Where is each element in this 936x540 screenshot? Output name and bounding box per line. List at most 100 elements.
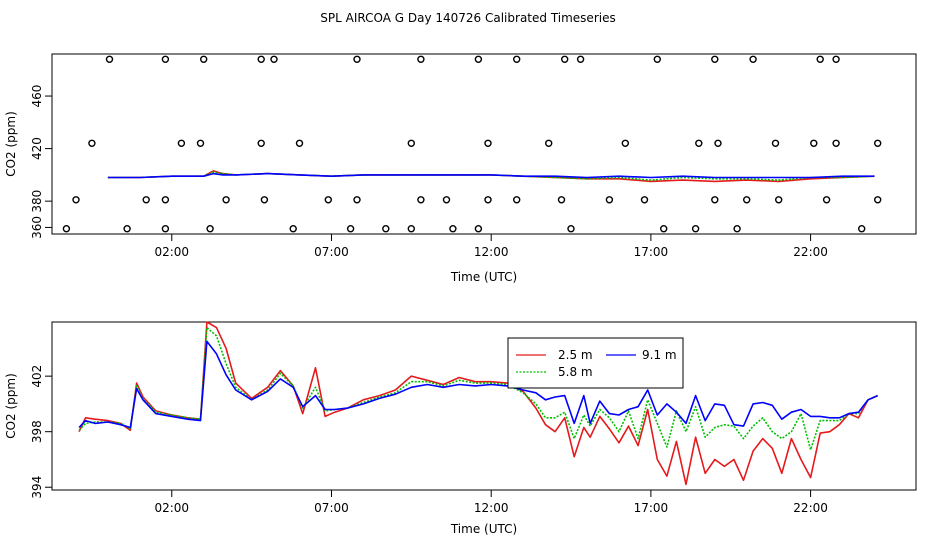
top-marker-circle	[545, 139, 553, 148]
bottom-x-tick-label: 22:00	[793, 501, 828, 515]
top-y-tick-label: 460	[30, 85, 44, 108]
top-marker-circle	[771, 139, 780, 148]
top-marker-circle	[484, 196, 492, 204]
top-marker-circle	[289, 224, 297, 233]
top-marker-circle	[72, 196, 80, 204]
top-x-tick-label: 22:00	[793, 245, 828, 259]
top-x-axis: 02:00 07:00 12:00 17:00 22:00	[154, 233, 828, 259]
top-marker-circle	[88, 139, 96, 148]
legend: 2.5 m 5.8 m 9.1 m	[507, 337, 684, 389]
top-marker-circle	[295, 139, 304, 148]
top-marker-circle	[513, 196, 521, 204]
top-marker-circle	[407, 224, 415, 233]
top-marker-circle	[382, 224, 390, 233]
top-marker-circle	[576, 55, 585, 63]
top-marker-circle	[743, 196, 751, 204]
legend-label-9-1m: 9.1 m	[642, 348, 677, 362]
top-marker-circle	[270, 55, 278, 63]
bottom-series-line-2-5-m	[78, 321, 879, 486]
top-marker-circle	[449, 224, 457, 233]
top-marker-circle	[257, 139, 265, 148]
top-series-group	[107, 170, 875, 183]
top-marker-circle	[640, 196, 649, 204]
top-y-tick-label: 360	[30, 216, 44, 239]
top-marker-circle	[653, 55, 661, 63]
bottom-y-tick-label: 398	[30, 420, 44, 443]
bottom-series-group	[78, 321, 879, 486]
top-marker-circle	[161, 224, 170, 233]
top-marker-circle	[177, 139, 186, 148]
top-marker-circle	[695, 139, 703, 148]
top-marker-circle	[324, 196, 332, 204]
top-marker-circle	[353, 55, 361, 63]
top-series-line-5-8-m	[107, 171, 875, 181]
top-marker-circle	[832, 139, 840, 148]
top-marker-circle	[346, 224, 355, 233]
top-y-axis-label: CO2 (ppm)	[4, 111, 18, 177]
legend-label-2-5m: 2.5 m	[558, 348, 593, 362]
top-marker-circle	[513, 55, 521, 63]
top-plot-frame	[51, 53, 917, 235]
bottom-x-tick-label: 12:00	[474, 501, 509, 515]
bottom-y-tick-label: 402	[30, 365, 44, 388]
top-marker-circle	[407, 139, 415, 148]
bottom-x-axis: 02:00 07:00 12:00 17:00 22:00	[154, 489, 828, 515]
legend-box	[507, 337, 684, 389]
top-marker-circle	[484, 139, 492, 148]
bottom-x-tick-label: 07:00	[314, 501, 349, 515]
legend-label-5-8m: 5.8 m	[558, 365, 593, 379]
top-marker-circle	[557, 196, 566, 204]
top-marker-circle	[660, 224, 668, 233]
top-marker-circle	[62, 224, 71, 233]
chart-title: SPL AIRCOA G Day 140726 Calibrated Times…	[320, 11, 615, 25]
bottom-series-line-9-1-m	[78, 340, 879, 429]
top-marker-circle	[222, 196, 230, 204]
top-y-tick-label: 420	[30, 137, 44, 160]
top-marker-circle	[257, 55, 265, 63]
top-marker-circle	[711, 196, 719, 204]
bottom-y-axis: 394 398 402	[30, 365, 53, 499]
top-marker-circle	[199, 55, 208, 63]
top-marker-circle	[196, 139, 205, 148]
top-marker-circle	[474, 224, 483, 233]
top-marker-circle	[442, 196, 451, 204]
top-marker-circle	[733, 224, 741, 233]
top-series-line-9-1-m	[107, 172, 875, 179]
top-marker-circle	[858, 224, 866, 233]
top-marker-circle	[417, 196, 425, 204]
top-marker-circle	[816, 55, 824, 63]
top-x-tick-label: 17:00	[634, 245, 669, 259]
top-marker-circle	[474, 55, 483, 63]
top-marker-circle	[353, 196, 361, 204]
top-marker-circle	[832, 55, 840, 63]
top-marker-circle	[874, 196, 882, 204]
top-marker-circle	[123, 224, 131, 233]
top-marker-circle	[561, 55, 569, 63]
top-marker-circle	[417, 55, 425, 63]
top-marker-circle	[749, 55, 757, 63]
top-marker-circle	[775, 196, 783, 204]
top-marker-circle	[810, 139, 818, 148]
top-x-tick-label: 12:00	[474, 245, 509, 259]
top-marker-circle	[714, 139, 722, 148]
top-marker-circle	[691, 224, 700, 233]
top-panel: 02:00 07:00 12:00 17:00 22:00 360 380 420 460 T…	[4, 53, 917, 284]
bottom-y-axis-label: CO2 (ppm)	[4, 373, 18, 439]
top-x-axis-label: Time (UTC)	[450, 270, 517, 284]
top-marker-circle	[711, 55, 719, 63]
top-y-axis: 360 380 420 460	[30, 85, 53, 239]
top-x-tick-label: 07:00	[314, 245, 349, 259]
top-marker-circle	[206, 224, 214, 233]
top-marker-circle	[874, 139, 882, 148]
top-marker-circle	[822, 196, 831, 204]
top-marker-circle	[621, 139, 629, 148]
bottom-x-tick-label: 17:00	[634, 501, 669, 515]
top-x-tick-label: 02:00	[154, 245, 189, 259]
top-marker-circle	[567, 224, 575, 233]
top-markers-group	[62, 55, 882, 233]
bottom-panel: 02:00 07:00 12:00 17:00 22:00 394 398 402 Time…	[4, 321, 917, 536]
top-marker-circle	[605, 196, 614, 204]
bottom-x-axis-label: Time (UTC)	[450, 522, 517, 536]
top-marker-circle	[161, 55, 170, 63]
